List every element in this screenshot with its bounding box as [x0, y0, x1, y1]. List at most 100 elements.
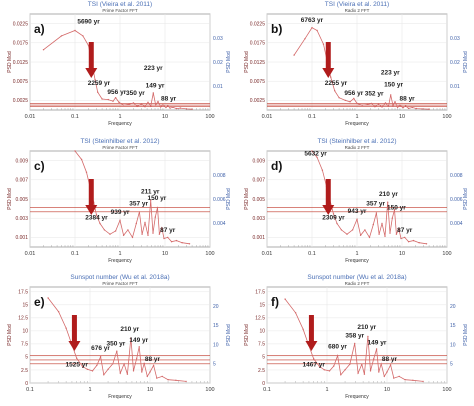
psd-data-point: [380, 363, 382, 365]
x-tick-label: 100: [205, 387, 214, 393]
y-tick-label: 0.005: [15, 197, 28, 203]
y-tick-label: 0.001: [252, 235, 265, 241]
psd-data-point: [80, 158, 83, 161]
x-tick-label: 1: [355, 114, 358, 120]
panel-subtitle: Prime Factor FFT: [102, 281, 138, 286]
psd-data-point: [107, 368, 109, 370]
panel-subtitle: Prime Factor FFT: [102, 8, 138, 13]
peak-annotation: 676 yr: [91, 345, 110, 352]
psd-data-point: [318, 365, 321, 368]
psd-data-point: [86, 368, 89, 370]
peak-annotation: 1525 yr: [65, 362, 88, 369]
psd-data-point: [103, 229, 106, 231]
psd-data-point: [340, 374, 342, 376]
y-axis-label: PSD Mod: [244, 188, 250, 210]
y-tick-label: 0.007: [15, 178, 28, 184]
psd-data-point: [363, 373, 366, 375]
psd-data-point: [141, 371, 143, 373]
y-tick-label: 0.0225: [250, 21, 266, 27]
y-tick-label: 0.0025: [13, 98, 29, 104]
psd-data-point: [368, 236, 371, 239]
psd-data-point: [398, 375, 400, 378]
right-y-tick-label: 15: [213, 323, 219, 329]
psd-data-point: [167, 104, 169, 107]
y-tick-label: 0.0225: [13, 21, 29, 27]
arrow-head-icon: [322, 205, 335, 215]
psd-data-point: [96, 364, 98, 367]
psd-data-point: [185, 108, 188, 110]
psd-data-point: [76, 357, 78, 359]
psd-data-point: [404, 236, 406, 239]
psd-data-point: [344, 99, 346, 102]
x-axis-label: Frequency: [108, 258, 132, 264]
y-tick-label: 5: [262, 355, 265, 361]
psd-data-point: [74, 150, 76, 152]
psd-data-point: [175, 239, 178, 242]
psd-data-point: [181, 242, 183, 244]
panel-title: TSI (Steinhilber et al. 2012): [80, 138, 159, 145]
psd-data-point: [346, 233, 348, 235]
psd-data-point: [136, 105, 138, 108]
psd-data-point: [294, 312, 297, 314]
psd-data-point: [349, 363, 351, 365]
panel-title: TSI (Vieira et al. 2011): [88, 1, 152, 8]
psd-data-point: [131, 236, 134, 239]
right-y-tick-label: 0.006: [450, 197, 463, 203]
peak-annotation: 2255 yr: [325, 80, 348, 87]
x-axis-label: Frequency: [345, 258, 369, 264]
right-y-tick-label: 0.02: [450, 60, 460, 66]
x-tick-label: 100: [205, 251, 214, 257]
psd-data-point: [415, 107, 418, 110]
psd-data-point: [407, 107, 410, 110]
psd-data-point: [334, 90, 336, 92]
psd-data-point: [402, 107, 404, 109]
y-tick-label: 7.5: [258, 342, 265, 348]
peak-annotation: 357 yr: [129, 200, 148, 207]
psd-data-point: [119, 219, 121, 221]
psd-data-point: [57, 311, 60, 313]
plot-frame: [29, 286, 211, 384]
peak-annotation: 149 yr: [129, 337, 148, 344]
x-tick-label: 1: [355, 251, 358, 257]
psd-data-point: [188, 243, 191, 245]
panel-title: Sunspot number (Wu et al. 2018a): [307, 274, 406, 281]
psd-data-point: [391, 217, 393, 219]
psd-data-point: [356, 102, 358, 105]
arrow-head-icon: [68, 341, 81, 351]
psd-data-point: [344, 369, 346, 371]
right-y-axis-label: PSD Mod: [463, 188, 469, 210]
x-tick-label: 10: [399, 251, 405, 257]
peak-annotation: 87 yr: [397, 227, 413, 234]
right-y-tick-label: 10: [450, 342, 456, 348]
psd-data-point: [311, 150, 313, 152]
psd-data-point: [101, 98, 103, 100]
psd-data-point: [152, 364, 155, 367]
psd-data-point: [421, 108, 423, 110]
psd-data-point: [293, 54, 295, 56]
y-tick-label: 0.005: [252, 197, 265, 203]
right-y-tick-label: 5: [213, 362, 216, 368]
psd-data-point: [336, 354, 339, 357]
y-tick-label: 15: [259, 303, 265, 309]
psd-data-point: [333, 365, 335, 367]
psd-data-point: [179, 107, 182, 109]
psd-data-point: [393, 377, 395, 379]
panel-label: b): [271, 22, 282, 36]
psd-data-point: [144, 221, 146, 224]
arrow-head-icon: [85, 205, 98, 215]
peak-annotation: 149 yr: [146, 83, 165, 90]
psd-data-point: [165, 106, 167, 109]
psd-data-point: [147, 101, 149, 104]
y-tick-label: 2.5: [21, 368, 28, 374]
peak-annotation: 87 yr: [160, 227, 176, 234]
psd-data-point: [374, 106, 376, 108]
psd-data-point: [428, 108, 430, 110]
psd-data-point: [146, 375, 148, 378]
arrow-shaft: [325, 42, 331, 68]
psd-data-point: [138, 346, 140, 348]
psd-data-point: [114, 97, 117, 99]
psd-data-point: [375, 212, 378, 214]
psd-data-point: [144, 106, 146, 108]
psd-data-point: [387, 105, 390, 108]
psd-data-point: [161, 227, 163, 229]
